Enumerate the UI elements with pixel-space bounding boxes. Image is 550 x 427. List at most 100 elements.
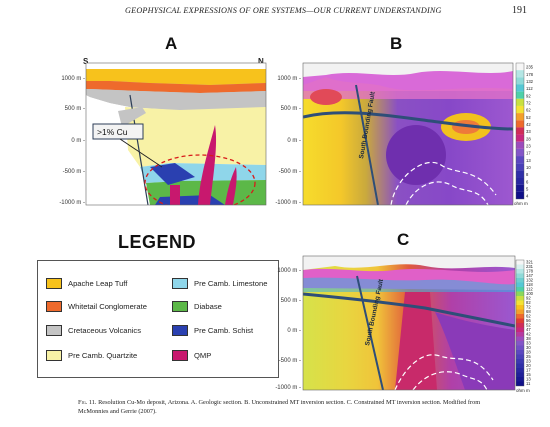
cu-grade-callout [92,123,144,140]
color-scale-swatch [516,377,524,382]
color-scale-label: 25 [526,354,531,359]
page-number: 191 [512,5,527,16]
color-scale-swatch [516,336,524,341]
color-scale-swatch [516,359,524,364]
color-scale-label: 28 [526,350,531,355]
legend-item: Diabase [172,298,222,314]
legend-label: Cretaceous Volcanics [68,325,142,335]
color-scale-swatch [516,300,524,305]
color-scale-label: 13 [526,377,531,382]
panel-c-elev-label: -1000 m - [275,385,301,391]
color-scale-swatch [516,287,524,292]
color-scale-swatch [516,105,524,114]
color-scale-swatch [516,323,524,328]
color-scale-swatch [516,77,524,85]
color-scale-label: 8 [526,172,529,177]
color-scale-label: 33 [526,341,531,346]
color-scale-label: 33 [526,129,531,134]
panel-b-elev-label: -500 m - [279,169,301,175]
legend-swatch [172,277,188,289]
figure-caption-text: Resolution Cu-Mo deposit, Arizona. A. Ge… [78,399,481,415]
color-scale-swatch [516,184,524,192]
callout-leader-line [119,138,163,168]
color-scale-label: 100 [526,291,534,296]
legend-swatch [172,349,188,361]
legend-title: LEGEND [118,232,197,252]
color-scale-swatch [516,296,524,301]
panel-b-mt-inversion: 1000 m - 500 m - 0 m - -500 m - -1000 m … [275,62,534,206]
color-scale-label: 72 [526,101,531,106]
color-scale-label: 13 [526,158,531,163]
color-scale-label: 82 [526,300,531,305]
panel-c-letter: C [397,230,410,249]
panel-a-elev-label: 0 m - [71,138,85,144]
color-scale-label: 56 [526,318,531,323]
color-scale-label: 178 [526,269,534,274]
color-scale-label: 17 [526,151,531,156]
color-scale-swatch [516,305,524,310]
color-scale-swatch [516,113,524,121]
color-scale-swatch [516,191,524,199]
color-scale-label: 6 [526,179,529,184]
color-scale-label: 38 [526,336,531,341]
color-scale-swatch [516,264,524,269]
color-scale-swatch [516,332,524,337]
legend-item: Pre Camb. Schist [172,322,253,338]
panel-c-elev-label: 0 m - [287,328,301,334]
color-scale-swatch [516,381,524,386]
conductive-body [395,292,437,390]
legend-item: Cretaceous Volcanics [46,322,141,338]
color-scale-label: 47 [526,327,531,332]
panel-c-elev-label: -500 m - [279,358,301,364]
running-header: GEOPHYSICAL EXPRESSIONS OF ORE SYSTEMS—O… [0,5,550,20]
color-scale-swatch [516,354,524,359]
color-scale-label: 62 [526,108,531,113]
color-scale-swatch [516,269,524,274]
apache-leap-tuff-unit [86,69,266,85]
color-scale-swatch [516,278,524,283]
color-scale-label: 62 [526,314,531,319]
legend-swatch [46,277,62,289]
panel-a-south-label: S [83,57,89,66]
color-scale-swatch [516,309,524,314]
conductive-body [386,125,446,185]
color-scale-label: 68 [526,309,531,314]
legend-label: Pre Camb. Quartzite [68,350,138,360]
color-scale-label: 20 [526,363,531,368]
legend-label: Pre Camb. Limestone [194,278,268,288]
color-scale-label: 235 [526,65,534,70]
legend-swatch [172,300,188,312]
panel-b-letter: B [390,34,403,53]
panel-b-elev-label: 1000 m - [277,76,301,82]
south-bounding-fault-line [355,84,379,205]
schist-unit [150,163,195,185]
color-scale-label: 10 [526,165,531,170]
color-scale-label: 92 [526,296,531,301]
legend-label: Whitetail Conglomerate [68,301,147,311]
color-scale-label: 4 [526,194,529,199]
color-scale-swatch [516,372,524,377]
legend-label: Pre Camb. Schist [194,325,254,335]
color-scale-label: 11 [526,381,531,386]
fault-contact-line [303,292,515,328]
panel-b-elev-label: 0 m - [287,138,301,144]
color-scale-label: 17 [526,368,531,373]
legend-swatch [172,324,188,336]
fault-contact-line [303,111,513,131]
color-scale-label: 5 [526,186,529,191]
running-head-title: GEOPHYSICAL EXPRESSIONS OF ORE SYSTEMS—O… [125,6,442,15]
ore-shell-outline [394,354,494,390]
color-scale-label: 132 [526,278,534,283]
legend-swatch [46,300,62,312]
legend-swatch [46,349,62,361]
color-scale-label: 118 [526,282,533,287]
quartzite-unit [125,107,266,167]
color-scale-label: 321 [526,260,534,265]
panel-c-elev-label: 500 m - [281,298,301,304]
panel-a-north-label: N [258,57,264,66]
panel-a-elev-label: -1000 m - [59,200,85,206]
panel-b-elev-label: -1000 m - [275,200,301,206]
color-scale-label: 231 [526,264,534,269]
legend-label: Apache Leap Tuff [68,278,128,288]
qmp-intrusion [198,125,217,205]
